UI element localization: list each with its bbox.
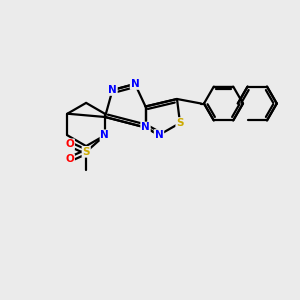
Text: N: N (108, 85, 117, 95)
Text: S: S (176, 118, 184, 128)
Text: O: O (65, 154, 74, 164)
Text: N: N (141, 122, 150, 133)
Text: N: N (154, 130, 164, 140)
Text: S: S (82, 147, 90, 157)
Text: N: N (130, 79, 140, 89)
Text: O: O (65, 139, 74, 149)
Text: N: N (100, 130, 109, 140)
